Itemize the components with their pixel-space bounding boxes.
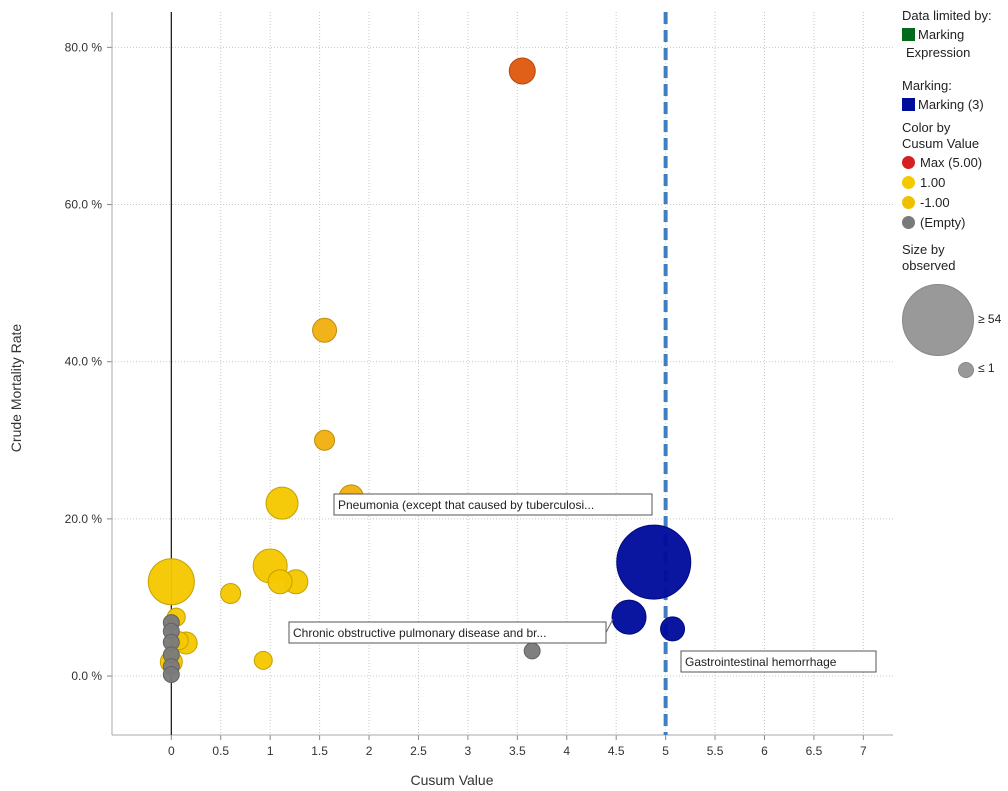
axis-layer: 0 0.5 1 1.5 2 2.5 3 3.5 4 4.5 5 5.5 6 6.5 7 0.0 % 20.0 %…: [65, 12, 893, 758]
annotation-box: [680, 650, 877, 673]
x-tick-label: 5.5: [707, 744, 724, 758]
annotation-text: Chronic obstructive pulmonary disease an…: [293, 626, 546, 640]
x-tick-label: 7: [860, 744, 867, 758]
y-axis-title: Crude Mortality Rate: [8, 324, 24, 453]
size-min-circle: [958, 362, 974, 378]
data-points[interactable]: [147, 57, 692, 683]
legend-marking[interactable]: Marking (3): [902, 94, 1008, 114]
data-point[interactable]: [312, 317, 338, 343]
y-tick-label: 0.0 %: [71, 669, 102, 683]
annotation-label: Chronic obstructive pulmonary disease an…: [288, 618, 614, 644]
color-legend-item[interactable]: (Empty): [902, 212, 1008, 232]
x-tick-label: 1.5: [311, 744, 328, 758]
data-point[interactable]: [660, 616, 686, 642]
x-tick-label: 3.5: [509, 744, 526, 758]
marking-label: Marking (3): [918, 96, 984, 112]
color-legend-label: 1.00: [920, 174, 946, 190]
scatter-chart[interactable]: 0 0.5 1 1.5 2 2.5 3 3.5 4 4.5 5 5.5 6 6.5 7 0.0 % 20.0 %…: [0, 0, 895, 791]
annotation-text: Pneumonia (except that caused by tubercu…: [338, 498, 594, 512]
x-tick-label: 5: [662, 744, 669, 758]
size-by-title: Size by observed: [902, 242, 956, 273]
color-legend-item[interactable]: -1.00: [902, 192, 1008, 212]
data-point[interactable]: [147, 558, 195, 606]
color-legend-item[interactable]: 1.00: [902, 172, 1008, 192]
color-swatch: [902, 195, 915, 209]
x-tick-label: 1: [267, 744, 274, 758]
data-limited-title: Data limited by:: [902, 8, 992, 23]
data-point[interactable]: [611, 599, 647, 635]
x-tick-label: 2: [366, 744, 373, 758]
x-tick-label: 3: [465, 744, 472, 758]
size-legend: ≥ 54 ≤ 1: [902, 274, 1008, 378]
data-point[interactable]: [162, 665, 180, 683]
marking-filter-label: Marking: [918, 26, 965, 42]
data-point[interactable]: [265, 486, 299, 520]
y-tick-label: 20.0 %: [65, 512, 103, 526]
expression-label: Expression: [906, 45, 971, 60]
annotations: Pneumonia (except that caused by tubercu…: [288, 493, 877, 673]
annotation-leader: [605, 618, 614, 633]
annotation-text: Gastrointestinal hemorrhage: [685, 655, 837, 669]
x-tick-label: 0: [168, 744, 175, 758]
x-axis-title: Cusum Value: [410, 772, 493, 788]
x-tick-label: 6: [761, 744, 768, 758]
color-legend: Max (5.00) 1.00 -1.00 (Empty): [902, 152, 1008, 232]
y-tick-label: 40.0 %: [65, 355, 103, 369]
annotation-box: [288, 621, 607, 644]
annotation-label: Gastrointestinal hemorrhage: [680, 650, 877, 673]
marking-filter-swatch: [902, 27, 915, 41]
chart-canvas: 0 0.5 1 1.5 2 2.5 3 3.5 4 4.5 5 5.5 6 6.5 7 0.0 % 20.0 %…: [8, 12, 893, 788]
legend-marking-filter[interactable]: Marking: [902, 24, 1008, 44]
size-min-label: ≤ 1: [978, 361, 995, 375]
data-point[interactable]: [508, 57, 536, 85]
data-point[interactable]: [253, 650, 273, 670]
size-max-circle: [902, 284, 974, 356]
annotation-box: [333, 493, 653, 516]
data-point[interactable]: [267, 569, 293, 595]
size-max-label: ≥ 54: [978, 312, 1002, 326]
color-legend-label: -1.00: [920, 194, 950, 210]
color-swatch: [902, 215, 915, 229]
data-point[interactable]: [523, 642, 541, 660]
x-tick-label: 6.5: [806, 744, 823, 758]
y-tick-label: 80.0 %: [65, 40, 103, 54]
color-legend-label: Max (5.00): [920, 154, 983, 170]
grid-layer: [112, 12, 893, 735]
data-point[interactable]: [314, 429, 336, 451]
data-point[interactable]: [616, 524, 692, 600]
x-tick-label: 0.5: [212, 744, 229, 758]
y-tick-label: 60.0 %: [65, 198, 103, 212]
data-point[interactable]: [220, 583, 242, 605]
color-legend-label: (Empty): [920, 214, 966, 230]
color-swatch: [902, 175, 915, 189]
marking-title: Marking:: [902, 78, 952, 93]
color-legend-item[interactable]: Max (5.00): [902, 152, 1008, 172]
color-by-title: Color by Cusum Value: [902, 120, 980, 151]
annotation-label: Pneumonia (except that caused by tubercu…: [333, 493, 653, 516]
x-tick-label: 2.5: [410, 744, 427, 758]
color-swatch: [902, 155, 915, 169]
x-tick-label: 4.5: [608, 744, 625, 758]
marking-swatch: [902, 97, 915, 111]
legend-panel: Data limited by: Marking Expression Mark…: [902, 8, 1008, 378]
x-tick-label: 4: [563, 744, 570, 758]
